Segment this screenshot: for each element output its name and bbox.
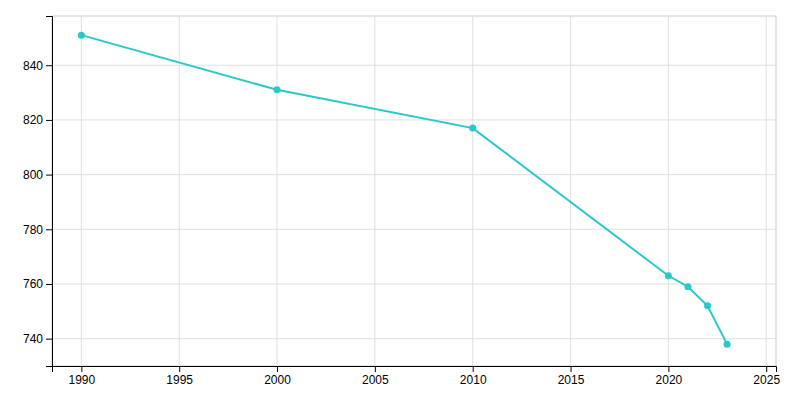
- x-grid-line: [766, 16, 767, 366]
- y-tick-label: 760: [23, 277, 43, 291]
- point: [274, 86, 281, 93]
- y-tick: 760: [23, 277, 52, 291]
- x-tick: 2000: [264, 366, 291, 387]
- x-tick-mark: [766, 366, 767, 372]
- x-grid-line: [668, 16, 669, 366]
- y-tick-label: 780: [23, 223, 43, 237]
- y-tick: 780: [23, 223, 52, 237]
- y-tick-label: 840: [23, 59, 43, 73]
- y-tick-mark: [46, 229, 52, 230]
- x-axis-line: [53, 367, 777, 373]
- y-tick-label: 800: [23, 168, 43, 182]
- x-tick-label: 2025: [753, 373, 780, 387]
- data-marks: [78, 32, 731, 348]
- x-tick-mark: [473, 366, 474, 372]
- x-tick-label: 2005: [362, 373, 389, 387]
- x-tick-mark: [571, 366, 572, 372]
- y-tick: 800: [23, 168, 52, 182]
- point: [78, 32, 85, 39]
- y-grid-line: [52, 229, 776, 230]
- y-grid-line: [52, 338, 776, 339]
- y-tick-label: 740: [23, 332, 43, 346]
- point: [469, 125, 476, 132]
- x-grid-line: [277, 16, 278, 366]
- x-grid-line: [570, 16, 571, 366]
- y-tick-mark: [46, 284, 52, 285]
- x-tick-mark: [179, 366, 180, 372]
- x-tick: 2020: [656, 366, 683, 387]
- x-tick-label: 2015: [558, 373, 585, 387]
- x-tick: 1995: [166, 366, 193, 387]
- x-tick: 2015: [558, 366, 585, 387]
- x-tick: 1990: [68, 366, 95, 387]
- x-tick-label: 2000: [264, 373, 291, 387]
- y-axis: 740 760 780 800 820 840: [23, 17, 53, 367]
- x-tick: 2005: [362, 366, 389, 387]
- point: [704, 302, 711, 309]
- chart-svg: 1990 1995 2000 2005 2010 2015 2020 2025 740 760 78…: [0, 0, 800, 400]
- y-tick-label: 820: [23, 113, 43, 127]
- plot-frame: [52, 16, 776, 366]
- y-grid-line: [52, 174, 776, 175]
- x-tick-label: 1995: [166, 373, 193, 387]
- x-grid-line: [179, 16, 180, 366]
- x-tick: 2025: [753, 366, 780, 387]
- x-tick-label: 2020: [656, 373, 683, 387]
- point: [665, 272, 672, 279]
- y-tick-mark: [46, 175, 52, 176]
- y-tick-mark: [46, 65, 52, 66]
- y-tick: 840: [23, 59, 52, 73]
- x-grid-line: [81, 16, 82, 366]
- y-tick-mark: [46, 339, 52, 340]
- x-tick-mark: [375, 366, 376, 372]
- y-tick-mark: [46, 120, 52, 121]
- plot-area: 1990 1995 2000 2005 2010 2015 2020 2025 740 760 78…: [23, 16, 780, 387]
- x-grid-line: [472, 16, 473, 366]
- x-tick-mark: [277, 366, 278, 372]
- x-tick-label: 1990: [68, 373, 95, 387]
- point: [724, 341, 731, 348]
- y-grid-line: [52, 283, 776, 284]
- x-tick-label: 2010: [460, 373, 487, 387]
- x-tick: 2010: [460, 366, 487, 387]
- y-grid-line: [52, 119, 776, 120]
- x-tick-mark: [81, 366, 82, 372]
- x-grid-line: [374, 16, 375, 366]
- y-grid-line: [52, 65, 776, 66]
- x-axis: 1990 1995 2000 2005 2010 2015 2020 2025: [53, 366, 781, 387]
- grid: [52, 16, 776, 366]
- line: [81, 35, 727, 344]
- point: [684, 283, 691, 290]
- y-axis-line: [46, 17, 53, 367]
- x-tick-mark: [668, 366, 669, 372]
- y-tick: 820: [23, 113, 52, 127]
- y-tick: 740: [23, 332, 52, 346]
